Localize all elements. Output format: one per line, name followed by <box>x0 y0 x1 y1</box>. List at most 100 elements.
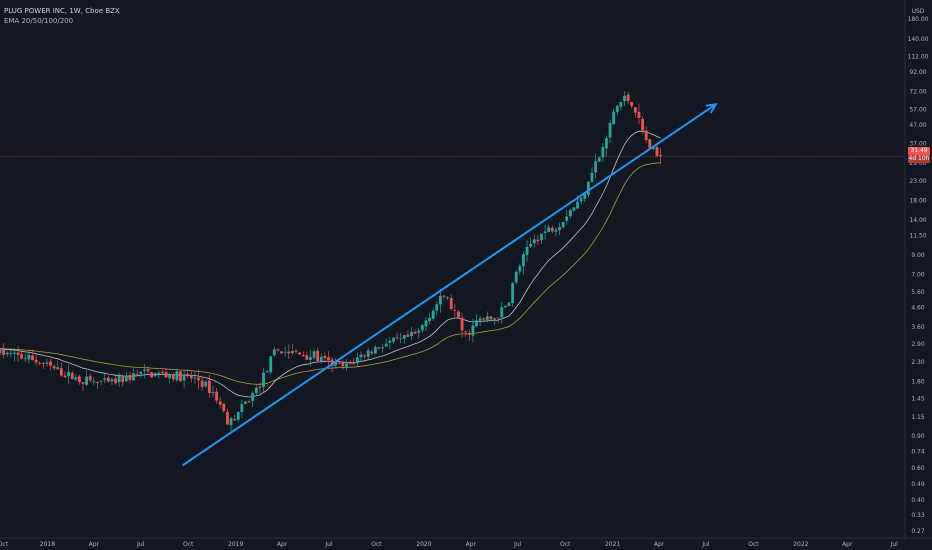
candle <box>500 302 504 324</box>
candle <box>428 312 431 325</box>
candle <box>309 350 312 367</box>
price-tick-label: 2.30 <box>911 359 925 366</box>
candle-body <box>186 374 190 375</box>
candle <box>475 314 478 328</box>
candle-body <box>482 318 486 320</box>
candle <box>630 101 634 109</box>
candle <box>457 310 460 318</box>
candle <box>164 368 168 378</box>
candle-body <box>435 304 439 311</box>
candle <box>467 329 471 341</box>
candle-body <box>633 107 637 113</box>
candle-body <box>503 305 507 308</box>
candle <box>52 364 56 371</box>
candle <box>648 139 652 149</box>
candle-body <box>128 375 132 381</box>
candle-body <box>233 419 237 421</box>
candle-body <box>478 318 482 321</box>
candle-body <box>103 378 107 380</box>
candle-body <box>168 374 172 379</box>
candle <box>511 281 514 308</box>
candle-body <box>16 352 20 355</box>
price-tick-label: 29.00 <box>909 160 926 167</box>
candle <box>226 408 229 425</box>
candle <box>88 373 92 383</box>
candle-body <box>410 331 413 337</box>
candle <box>283 346 287 357</box>
candle <box>594 153 598 179</box>
candle <box>31 349 34 361</box>
candle <box>605 135 608 157</box>
candle-body <box>626 94 630 102</box>
last-price-tag: 31.49 <box>908 147 930 155</box>
candle <box>319 353 323 364</box>
candle <box>49 358 52 371</box>
price-tick-label: 9.00 <box>911 252 925 259</box>
candle <box>323 352 327 361</box>
candle-body <box>572 207 576 211</box>
candle-body <box>226 411 229 425</box>
time-tick-label: Apr <box>654 541 665 548</box>
bar-countdown-tag: 4d 10h <box>908 155 930 163</box>
time-tick-label: Apr <box>842 541 853 548</box>
candle <box>121 374 125 387</box>
candle-body <box>78 376 81 383</box>
candle-body <box>265 371 269 373</box>
candle <box>402 334 406 344</box>
candle-body <box>540 233 543 241</box>
candle-body <box>341 362 345 367</box>
candle <box>247 399 251 404</box>
price-tick-label: 23.00 <box>909 178 926 185</box>
candle <box>34 354 38 366</box>
candle <box>525 239 529 262</box>
time-axis: Oct 2018 Apr Jul Oct 2019 Apr Jul Oct 2020 Apr Jul O… <box>0 537 932 548</box>
candle-body <box>648 139 652 149</box>
candle <box>547 224 551 233</box>
candle-body <box>547 227 551 232</box>
price-tick-label: 72.00 <box>909 88 926 95</box>
time-tick-label: Jul <box>890 541 899 548</box>
candle <box>399 333 403 344</box>
candle-body <box>424 320 428 327</box>
candle <box>114 375 117 385</box>
candle <box>168 373 172 384</box>
indicator-title: EMA 20/50/100/200 <box>4 17 74 25</box>
candle-body <box>651 147 655 149</box>
candle <box>2 343 6 359</box>
candle <box>269 355 273 375</box>
candle <box>431 308 435 322</box>
time-tick-label: Apr <box>277 541 288 548</box>
candle <box>406 330 410 338</box>
candle-body <box>529 243 533 247</box>
candle <box>204 380 208 389</box>
candle-body <box>500 307 504 318</box>
ema-50-line <box>0 162 661 385</box>
candle-body <box>522 254 525 267</box>
candle-body <box>247 401 251 403</box>
candle-body <box>525 246 529 255</box>
candle <box>608 120 612 143</box>
candle-body <box>110 379 114 382</box>
price-tick-label: 1.45 <box>911 396 925 403</box>
candle <box>67 364 70 384</box>
candle-body <box>345 363 348 367</box>
price-tick-label: 11.50 <box>909 233 926 240</box>
candle-body <box>262 372 265 387</box>
candle-body <box>157 372 161 374</box>
time-tick-label: Oct <box>371 541 382 548</box>
candle-body <box>381 347 385 349</box>
candle-body <box>352 362 356 364</box>
candle <box>651 147 655 151</box>
candle-body <box>88 376 92 381</box>
candle-body <box>52 366 56 369</box>
candle-body <box>438 295 442 305</box>
candle <box>106 375 110 383</box>
candle <box>0 347 2 356</box>
candle-body <box>240 404 244 412</box>
candle-body <box>117 375 121 383</box>
candle-body <box>211 392 215 394</box>
candle <box>56 360 60 370</box>
candle <box>417 328 421 339</box>
candle <box>38 361 42 366</box>
